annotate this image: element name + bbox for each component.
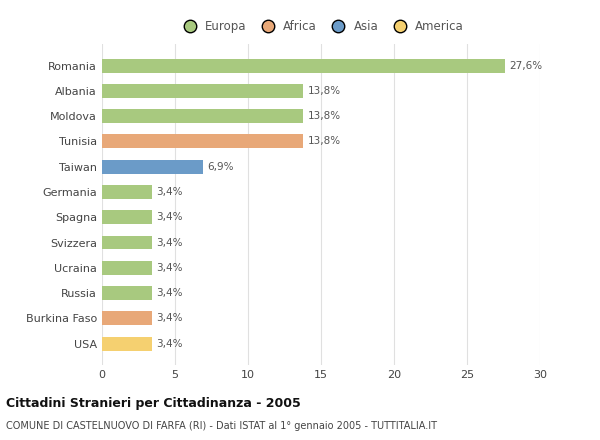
Bar <box>102 210 152 224</box>
Bar <box>102 261 152 275</box>
Text: 3,4%: 3,4% <box>156 339 182 348</box>
Text: 6,9%: 6,9% <box>207 161 233 172</box>
Text: 3,4%: 3,4% <box>156 263 182 273</box>
Text: 13,8%: 13,8% <box>308 86 341 96</box>
Text: Cittadini Stranieri per Cittadinanza - 2005: Cittadini Stranieri per Cittadinanza - 2… <box>6 397 301 410</box>
Text: 3,4%: 3,4% <box>156 313 182 323</box>
Bar <box>102 109 304 123</box>
Bar <box>102 337 152 351</box>
Bar <box>102 160 203 174</box>
Text: 3,4%: 3,4% <box>156 238 182 248</box>
Bar <box>102 286 152 300</box>
Text: 13,8%: 13,8% <box>308 136 341 147</box>
Bar <box>102 235 152 249</box>
Bar <box>102 312 152 325</box>
Bar <box>102 135 304 148</box>
Legend: Europa, Africa, Asia, America: Europa, Africa, Asia, America <box>176 18 466 36</box>
Text: 27,6%: 27,6% <box>509 61 542 70</box>
Text: 3,4%: 3,4% <box>156 288 182 298</box>
Bar <box>102 59 505 73</box>
Text: 3,4%: 3,4% <box>156 212 182 222</box>
Text: 3,4%: 3,4% <box>156 187 182 197</box>
Text: 13,8%: 13,8% <box>308 111 341 121</box>
Text: COMUNE DI CASTELNUOVO DI FARFA (RI) - Dati ISTAT al 1° gennaio 2005 - TUTTITALIA: COMUNE DI CASTELNUOVO DI FARFA (RI) - Da… <box>6 421 437 431</box>
Bar <box>102 185 152 199</box>
Bar <box>102 84 304 98</box>
